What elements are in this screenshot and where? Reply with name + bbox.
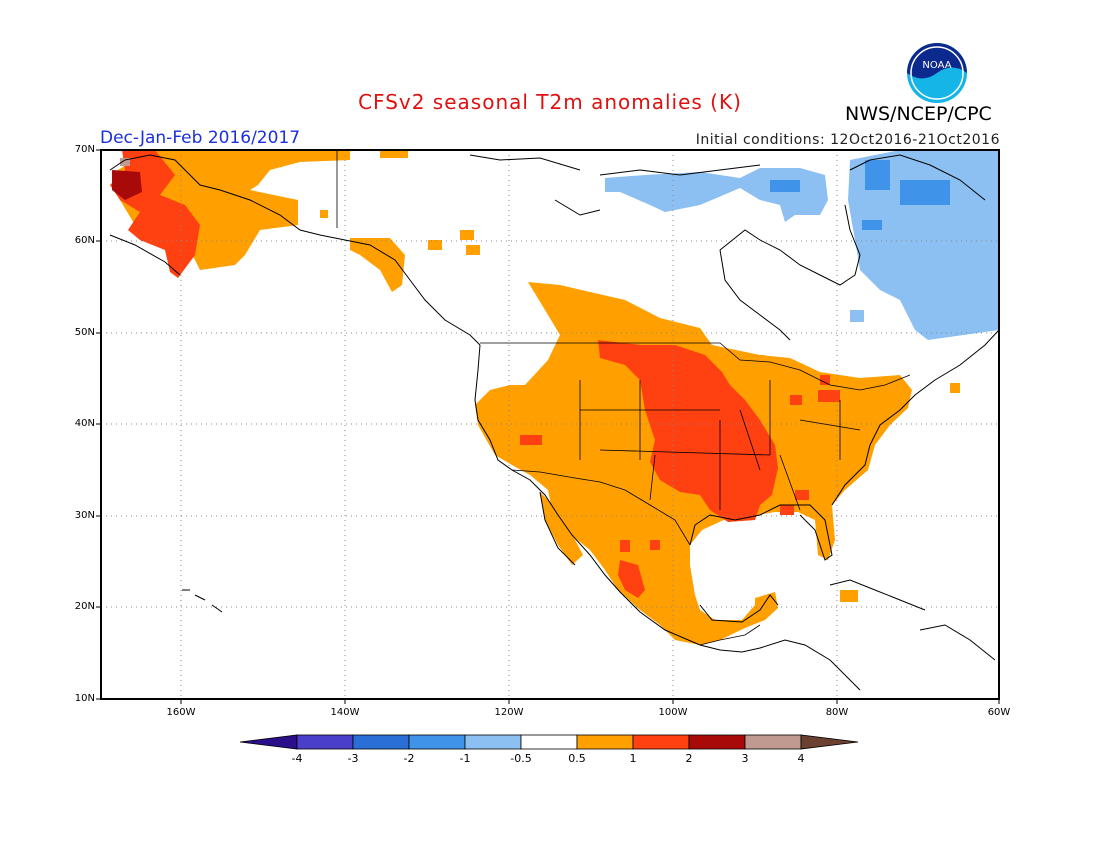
lat-label-70n: 70N [74, 144, 95, 155]
colorbar-label: -4 [291, 752, 303, 765]
colorbar-swatch [464, 734, 522, 750]
bay-warm-cell [735, 355, 765, 365]
baffin-cold-cell-a [865, 160, 890, 190]
boundaries [336, 150, 911, 646]
colorbar-swatch [576, 734, 634, 750]
red-cell-6 [780, 505, 794, 515]
red-cell-2 [790, 395, 802, 405]
red-cell-1 [520, 435, 542, 445]
colorbar-swatch [408, 734, 466, 750]
bc-patch-2 [460, 230, 474, 240]
arctic-patch [380, 150, 408, 158]
baja-warm-region [540, 492, 583, 565]
colorbar-swatch [744, 734, 802, 750]
lat-label-60n: 60N [74, 235, 95, 246]
colorbar-arrow-right [800, 734, 859, 750]
lon-label-60w: 60W [987, 707, 1011, 718]
alaska-warm-region [118, 150, 350, 270]
colorbar-swatch [296, 734, 354, 750]
colorbar-label: -3 [347, 752, 359, 765]
bc-patch-1 [428, 240, 442, 250]
labrador-cold-patch [850, 310, 864, 322]
lat-label-40n: 40N [74, 418, 95, 429]
colorbar-label: -1 [459, 752, 471, 765]
colorbar-label: -2 [403, 752, 415, 765]
colorbar-swatch [352, 734, 410, 750]
colorbar-label: 4 [797, 752, 805, 765]
bc-coast-warm [350, 238, 405, 292]
noaa-logo: NOAA [896, 42, 978, 108]
red-cell-4 [820, 375, 830, 385]
cuba-warm-cell [840, 590, 858, 602]
lon-label-100w: 100W [658, 707, 688, 718]
red-cell-3 [818, 390, 840, 402]
red-cell-5 [795, 490, 809, 500]
lon-label-120w: 120W [494, 707, 524, 718]
lon-label-160w: 160W [166, 707, 196, 718]
lat-label-10n: 10N [74, 693, 95, 704]
map-title: CFSv2 seasonal T2m anomalies (K) [358, 90, 742, 114]
baffin-cold-cell-b [900, 180, 950, 205]
colorbar-arrow-left [239, 734, 298, 750]
central-us-hot-region [598, 340, 778, 522]
colorbar-label: 0.5 [568, 752, 586, 765]
colorbar-label: 3 [741, 752, 749, 765]
bc-patch-3 [466, 245, 480, 255]
lat-label-20n: 20N [74, 601, 95, 612]
tick-marks [96, 149, 1000, 704]
lon-label-80w: 80W [825, 707, 849, 718]
colorbar-swatch [520, 734, 578, 750]
forecast-period: Dec-Jan-Feb 2016/2017 [100, 128, 301, 148]
red-cell-8 [620, 540, 630, 552]
colorbar-label: -0.5 [510, 752, 532, 765]
lat-label-50n: 50N [74, 327, 95, 338]
baffin-cold-cell-d [770, 180, 800, 192]
initial-conditions: Initial conditions: 12Oct2016-21Oct2016 [695, 132, 1000, 148]
colorbar-label: 1 [629, 752, 637, 765]
colorbar [239, 734, 859, 750]
agency-label: NWS/NCEP/CPC [845, 103, 992, 125]
alaska-tan-cell [120, 158, 130, 166]
colorbar-label: 2 [685, 752, 693, 765]
coastlines [109, 154, 999, 691]
colorbar-swatch [688, 734, 746, 750]
mexico-hot-region [618, 560, 645, 598]
bc-patch-4 [320, 210, 328, 218]
quebec-cold-region [848, 150, 999, 340]
baffin-cold-cell-c [862, 220, 882, 230]
lon-label-140w: 140W [330, 707, 360, 718]
lat-label-30n: 30N [74, 510, 95, 521]
atlantic-warm-cell [950, 383, 960, 393]
red-cell-7 [650, 540, 660, 550]
colorbar-swatch [632, 734, 690, 750]
svg-text:NOAA: NOAA [922, 60, 951, 71]
alaska-darkred-region [112, 170, 142, 200]
